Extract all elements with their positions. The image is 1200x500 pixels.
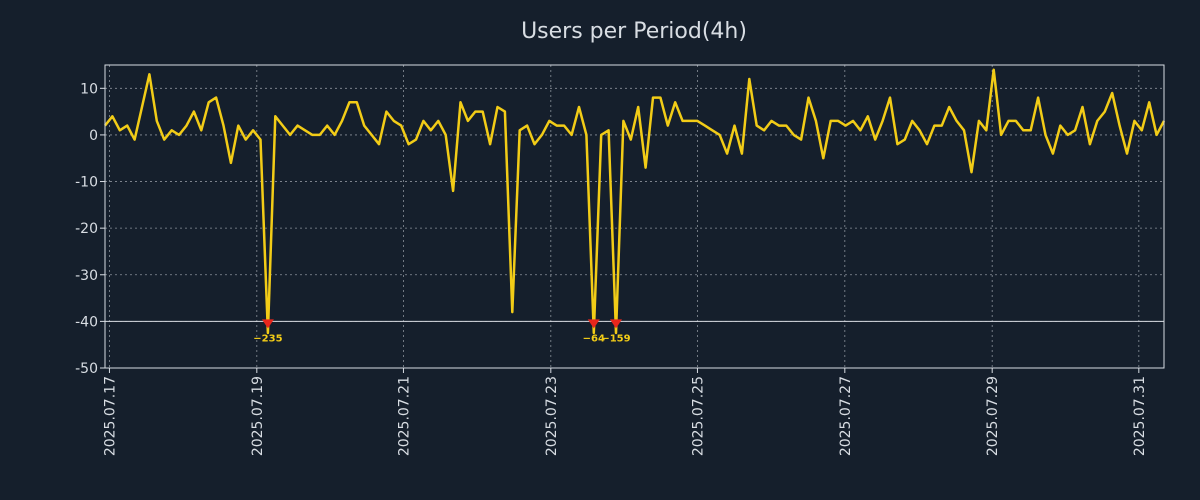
y-tick-label: -10	[75, 175, 98, 191]
off-scale-label: −235	[253, 333, 282, 344]
off-scale-label: −64	[583, 333, 605, 344]
off-scale-marker	[587, 319, 600, 329]
off-scale-marker	[261, 319, 274, 329]
y-tick-label: -20	[75, 221, 98, 237]
series-layer	[104, 68, 1166, 335]
off-scale-label: −159	[601, 333, 630, 344]
x-tick-label: 2025.07.17	[102, 376, 118, 456]
series-line-users	[104, 68, 1166, 335]
x-tick-label: 2025.07.25	[690, 376, 706, 456]
y-tick-label: -30	[75, 268, 98, 284]
y-axis: 10 0 -10 -20 -30 -40 -50	[75, 81, 105, 377]
y-tick-label: 10	[80, 81, 98, 97]
y-tick-label: -50	[75, 361, 98, 377]
x-tick-label: 2025.07.27	[838, 376, 854, 456]
y-tick-label: 0	[89, 128, 98, 144]
x-tick-label: 2025.07.23	[544, 376, 560, 456]
y-tick-label: -40	[75, 314, 98, 330]
x-axis: 2025.07.17 2025.07.19 2025.07.21 2025.07.23…	[102, 368, 1148, 456]
x-tick-label: 2025.07.21	[396, 376, 412, 456]
x-tick-label: 2025.07.19	[250, 376, 266, 456]
x-tick-label: 2025.07.29	[985, 376, 1001, 456]
off-scale-marker	[609, 319, 622, 329]
plot-frame	[104, 64, 1165, 369]
chart-title: Users per Period(4h)	[521, 19, 747, 44]
annotation-layer: −235 −64−159	[253, 319, 631, 344]
x-tick-label: 2025.07.31	[1132, 376, 1148, 456]
